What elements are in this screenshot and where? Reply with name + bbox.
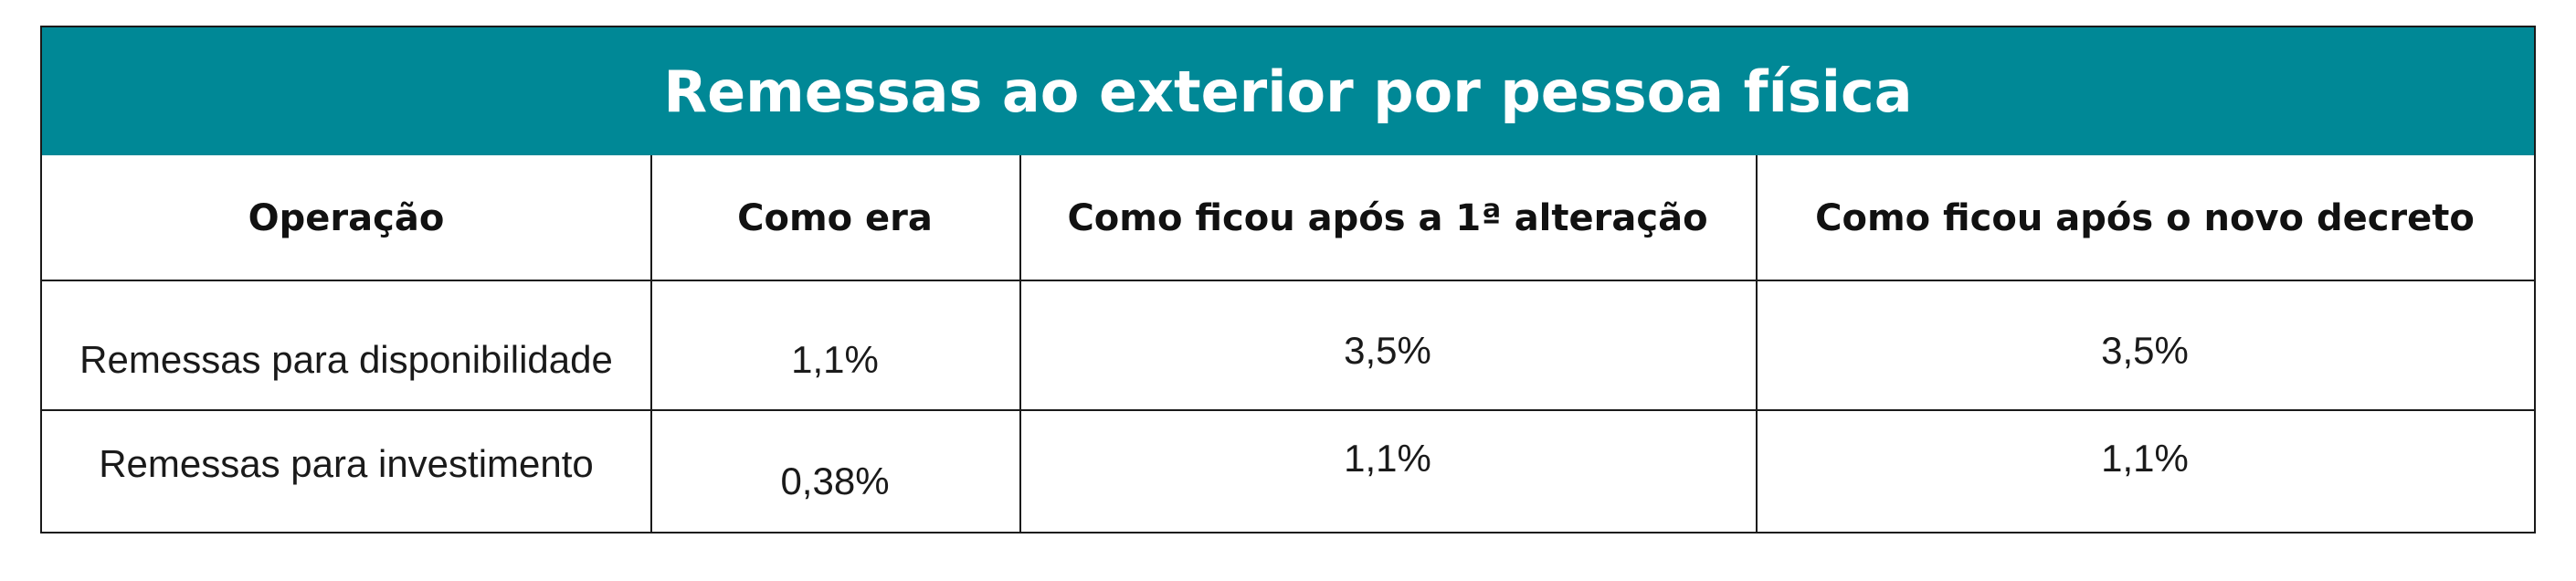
- header-como-era: Como era: [737, 197, 933, 239]
- header-novo-decreto: Como ficou após o novo decreto: [1815, 197, 2475, 239]
- header-primeira-alteracao: Como ficou após a 1ª alteração: [1067, 197, 1708, 239]
- row-value-como-era: 0,38%: [780, 460, 890, 502]
- row-operation-label: Remessas para disponibilidade: [79, 338, 613, 381]
- column-divider: [1019, 155, 1021, 532]
- row-value-novo-decreto: 1,1%: [2101, 437, 2189, 480]
- table-grid: Operação Como era Como ficou após a 1ª a…: [42, 155, 2534, 532]
- table-header-row: Operação Como era Como ficou após a 1ª a…: [42, 155, 2534, 280]
- header-operacao: Operação: [248, 197, 445, 239]
- column-divider: [1756, 155, 1758, 532]
- tax-table: Remessas ao exterior por pessoa física O…: [40, 26, 2536, 533]
- table-row: Remessas para disponibilidade 1,1% 3,5% …: [42, 280, 2534, 411]
- table-row: Remessas para investimento 0,38% 1,1% 1,…: [42, 409, 2534, 533]
- column-divider: [650, 155, 652, 532]
- row-value-como-era: 1,1%: [791, 338, 879, 381]
- table-title: Remessas ao exterior por pessoa física: [42, 27, 2534, 155]
- row-value-primeira-alteracao: 1,1%: [1344, 437, 1431, 480]
- row-value-primeira-alteracao: 3,5%: [1344, 329, 1431, 372]
- row-operation-label: Remessas para investimento: [99, 442, 594, 485]
- row-value-novo-decreto: 3,5%: [2101, 329, 2189, 372]
